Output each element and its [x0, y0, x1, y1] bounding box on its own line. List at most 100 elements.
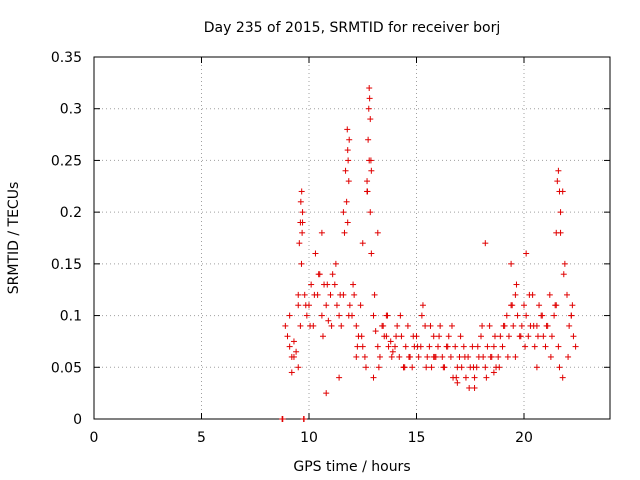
data-point: [480, 353, 487, 360]
data-point: [370, 374, 377, 381]
data-point: [447, 353, 454, 360]
data-point: [570, 333, 577, 340]
data-point: [437, 322, 444, 329]
data-point: [329, 271, 336, 278]
data-point: [569, 302, 576, 309]
data-point: [374, 343, 381, 350]
grid-lines: [94, 57, 610, 419]
axis-ticks: [93, 56, 610, 420]
data-point: [415, 353, 422, 360]
data-point: [479, 322, 486, 329]
x-tick-label: 5: [197, 430, 206, 446]
data-point: [484, 343, 491, 350]
data-point: [490, 343, 497, 350]
data-point: [409, 364, 416, 371]
data-point: [336, 312, 343, 319]
data-point: [341, 229, 348, 236]
data-point: [514, 312, 521, 319]
y-tick-label: 0.2: [60, 205, 82, 221]
data-point: [561, 260, 568, 267]
data-point: [343, 198, 350, 205]
data-point: [295, 291, 302, 298]
data-point: [370, 312, 377, 319]
data-point: [521, 302, 527, 309]
data-point: [357, 302, 364, 309]
data-point: [364, 178, 371, 185]
y-tick-label: 0.25: [51, 153, 82, 169]
data-point: [430, 353, 437, 360]
data-point: [460, 343, 467, 350]
data-point: [483, 374, 490, 381]
data-point: [525, 333, 532, 340]
data-point: [482, 240, 489, 247]
data-point: [353, 353, 360, 360]
data-point: [286, 312, 293, 319]
data-point: [402, 343, 409, 350]
data-point: [551, 312, 558, 319]
data-point: [311, 291, 318, 298]
data-point: [453, 374, 460, 381]
data-point: [315, 271, 322, 278]
data-point: [423, 364, 430, 371]
data-point: [366, 85, 373, 92]
data-point: [531, 343, 538, 350]
data-point: [522, 343, 529, 350]
data-point: [510, 322, 517, 329]
data-point: [430, 333, 437, 340]
data-point: [547, 353, 554, 360]
data-point: [374, 229, 381, 236]
x-axis-label: GPS time / hours: [293, 459, 410, 475]
data-point: [482, 364, 489, 371]
data-point: [536, 302, 543, 309]
data-point: [376, 353, 383, 360]
data-point: [452, 343, 459, 350]
data-point: [458, 364, 465, 371]
data-point: [439, 353, 446, 360]
data-point: [308, 281, 315, 288]
x-tick-label: 0: [90, 430, 99, 446]
data-point: [462, 374, 469, 381]
data-point: [491, 333, 498, 340]
data-point: [364, 188, 371, 195]
data-point: [284, 333, 291, 340]
data-point: [526, 291, 533, 298]
data-point: [540, 333, 547, 340]
data-point: [564, 291, 570, 298]
data-point: [533, 364, 540, 371]
data-point: [500, 322, 507, 329]
data-point: [333, 302, 340, 309]
data-point: [418, 312, 425, 319]
data-point: [295, 364, 302, 371]
data-point: [365, 105, 372, 112]
data-point: [345, 157, 352, 164]
data-point: [293, 348, 300, 355]
data-point: [474, 343, 481, 350]
x-tick-label: 10: [300, 430, 318, 446]
data-point: [518, 322, 525, 329]
data-point: [393, 333, 400, 340]
data-point: [513, 281, 520, 288]
data-point: [344, 126, 351, 133]
data-point: [457, 333, 464, 340]
x-tick-label: 15: [408, 430, 426, 446]
y-tick-label: 0.15: [51, 257, 82, 273]
data-point: [361, 353, 368, 360]
data-point: [303, 312, 310, 319]
data-point: [435, 343, 441, 350]
data-point: [342, 167, 349, 174]
data-point: [354, 343, 361, 350]
data-point: [385, 343, 392, 350]
data-point: [512, 291, 519, 298]
data-point: [539, 312, 546, 319]
data-point: [384, 312, 391, 319]
y-tick-label: 0.3: [60, 102, 82, 118]
data-point: [290, 353, 297, 360]
data-point: [534, 333, 541, 340]
data-point: [394, 322, 401, 329]
data-point: [346, 136, 353, 143]
data-point: [301, 291, 308, 298]
data-point: [497, 333, 504, 340]
data-point: [297, 198, 304, 205]
data-point: [565, 353, 572, 360]
data-point: [362, 364, 369, 371]
